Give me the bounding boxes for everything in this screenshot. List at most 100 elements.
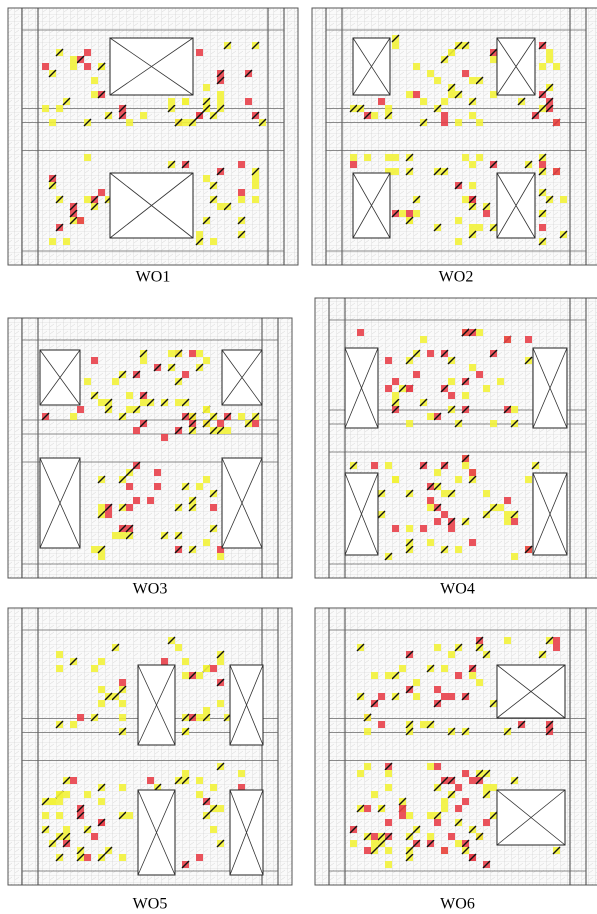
damage-cell (441, 805, 448, 812)
damage-cell (126, 483, 133, 490)
damage-cell (196, 483, 203, 490)
damage-cell (203, 665, 210, 672)
damage-cell (210, 665, 217, 672)
damage-cell (126, 392, 133, 399)
damage-cell (238, 161, 245, 168)
damage-cell (56, 105, 63, 112)
panel-label: WO3 (133, 581, 168, 598)
damage-cell (490, 56, 497, 63)
damage-cell (385, 847, 392, 854)
damage-cell (119, 700, 126, 707)
damage-cell (469, 539, 476, 546)
damage-cell (182, 98, 189, 105)
damage-cell (119, 784, 126, 791)
damage-cell (385, 819, 392, 826)
damage-cell (91, 665, 98, 672)
damage-cell (56, 665, 63, 672)
damage-cell (238, 413, 245, 420)
damage-cell (63, 238, 70, 245)
panel-label: WO2 (439, 269, 474, 286)
damage-cell (441, 847, 448, 854)
damage-cell (385, 357, 392, 364)
damage-cell (546, 49, 553, 56)
damage-cell (98, 686, 105, 693)
damage-cell (413, 210, 420, 217)
damage-cell (469, 469, 476, 476)
damage-cell (448, 392, 455, 399)
damage-cell (392, 378, 399, 385)
damage-cell (182, 672, 189, 679)
damage-cell (210, 784, 217, 791)
panel-label: WO5 (133, 896, 168, 913)
damage-cell (238, 196, 245, 203)
damage-cell (406, 420, 413, 427)
damage-cell (182, 770, 189, 777)
damage-cell (196, 231, 203, 238)
damage-cell (469, 112, 476, 119)
damage-cell (448, 651, 455, 658)
damage-cell (210, 238, 217, 245)
damage-cell (399, 665, 406, 672)
damage-cell (420, 98, 427, 105)
damage-cell (217, 98, 224, 105)
wall-panel (8, 8, 298, 265)
damage-cell (399, 805, 406, 812)
damage-cell (252, 196, 259, 203)
damage-cell (441, 798, 448, 805)
damage-cell (217, 203, 224, 210)
damage-cell (63, 791, 70, 798)
damage-cell (238, 189, 245, 196)
damage-cell (98, 798, 105, 805)
damage-cell (42, 105, 49, 112)
damage-cell (378, 98, 385, 105)
damage-cell (504, 518, 511, 525)
damage-cell (455, 672, 462, 679)
damage-cell (399, 812, 406, 819)
damage-cell (126, 406, 133, 413)
damage-cell (357, 770, 364, 777)
damage-cell (126, 812, 133, 819)
panel-label: WO6 (440, 896, 475, 913)
damage-cell (217, 805, 224, 812)
damage-cell (378, 721, 385, 728)
damage-cell (385, 385, 392, 392)
damage-cell (84, 196, 91, 203)
damage-cell (70, 63, 77, 70)
damage-cell (455, 805, 462, 812)
damage-cell (168, 350, 175, 357)
damage-cell (91, 833, 98, 840)
wall-panel (315, 298, 597, 578)
damage-cell (413, 371, 420, 378)
damage-cell (182, 658, 189, 665)
damage-cell (553, 644, 560, 651)
damage-cell (217, 700, 224, 707)
damage-cell (469, 777, 476, 784)
damage-cell (427, 812, 434, 819)
damage-cell (448, 378, 455, 385)
damage-cell (175, 644, 182, 651)
damage-cell (539, 161, 546, 168)
damage-cell (196, 672, 203, 679)
damage-cell (392, 168, 399, 175)
damage-cell (385, 770, 392, 777)
damage-cell (553, 63, 560, 70)
damage-cell (133, 427, 140, 434)
damage-cell (441, 693, 448, 700)
damage-cell (196, 350, 203, 357)
damage-cell (133, 497, 140, 504)
damage-cell (112, 378, 119, 385)
damage-cell (252, 182, 259, 189)
damage-cell (84, 854, 91, 861)
damage-cell (455, 119, 462, 126)
panel-label: WO4 (440, 581, 475, 598)
damage-cell (350, 840, 357, 847)
damage-cell (483, 210, 490, 217)
damage-cell (483, 385, 490, 392)
damage-cell (490, 784, 497, 791)
damage-cell (70, 721, 77, 728)
damage-cell (476, 679, 483, 686)
damage-cell (511, 553, 518, 560)
damage-cell (427, 833, 434, 840)
damage-cell (203, 539, 210, 546)
damage-cell (441, 98, 448, 105)
